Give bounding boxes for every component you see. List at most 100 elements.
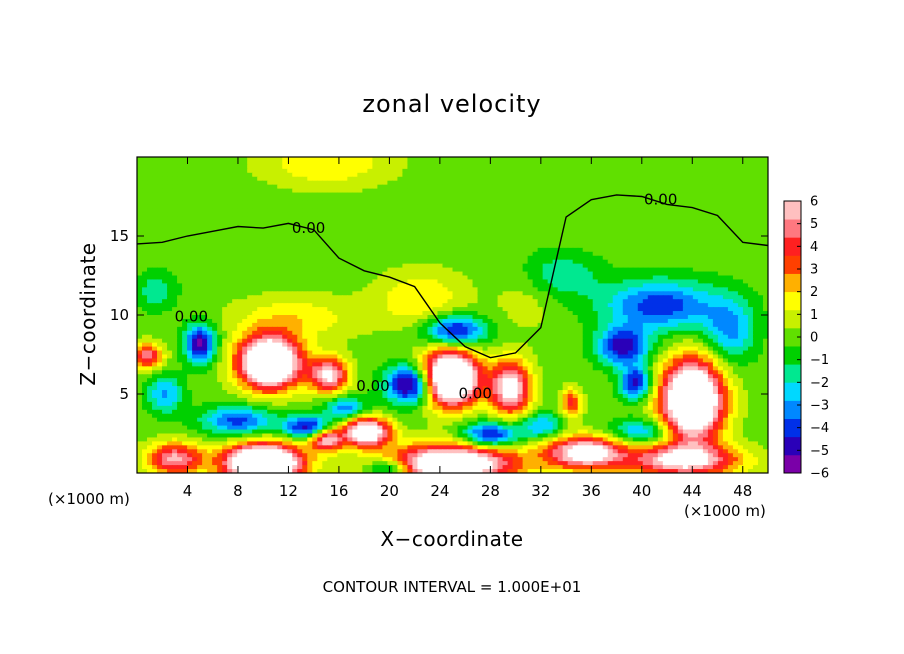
field-cell [397, 196, 404, 202]
field-cell [697, 188, 704, 194]
field-cell [327, 220, 333, 225]
field-cell [292, 232, 298, 237]
field-cell [612, 251, 619, 257]
field-cell [622, 168, 629, 174]
field-cell [167, 287, 173, 292]
field-cell [447, 204, 454, 209]
field-cell [157, 279, 163, 284]
field-cell [482, 172, 489, 178]
field-cell [577, 243, 584, 249]
field-cell [332, 259, 338, 265]
field-cell [212, 271, 218, 277]
field-cell [617, 212, 624, 217]
field-cell [402, 196, 409, 202]
field-cell [357, 232, 363, 237]
field-cell [627, 216, 634, 221]
field-cell [142, 192, 148, 198]
field-cell [607, 208, 614, 213]
field-cell [187, 251, 193, 257]
field-cell [592, 263, 599, 269]
field-cell [572, 157, 579, 162]
field-cell [437, 275, 444, 281]
field-cell [372, 180, 378, 186]
field-cell [427, 172, 434, 178]
field-cell [327, 232, 333, 237]
field-cell [717, 204, 724, 209]
field-cell [142, 271, 148, 277]
field-cell [217, 239, 223, 245]
field-cell [412, 275, 419, 281]
field-cell [242, 176, 248, 182]
field-cell [402, 172, 409, 178]
field-cell [252, 164, 258, 170]
field-cell [207, 291, 213, 296]
field-cell [642, 239, 649, 245]
field-cell [557, 184, 564, 190]
field-cell [482, 228, 489, 233]
field-cell [742, 192, 749, 198]
field-cell [352, 164, 358, 170]
field-cell [697, 192, 704, 198]
field-cell [527, 180, 534, 186]
field-cell [437, 184, 444, 190]
field-cell [312, 168, 318, 174]
field-cell [627, 157, 634, 162]
field-cell [657, 236, 664, 241]
field-cell [342, 263, 348, 269]
field-cell [332, 239, 338, 245]
field-cell [667, 259, 674, 265]
field-cell [342, 216, 348, 221]
field-cell [347, 275, 353, 281]
field-cell [437, 212, 444, 217]
field-cell [282, 243, 288, 249]
field-cell [222, 311, 228, 316]
field-cell [187, 311, 193, 316]
field-cell [372, 216, 378, 221]
field-cell [377, 311, 383, 316]
field-cell [592, 157, 599, 162]
field-cell [412, 311, 419, 316]
field-cell [617, 295, 624, 300]
field-cell [597, 263, 604, 269]
field-cell [662, 236, 669, 241]
field-cell [152, 271, 158, 277]
field-cell [432, 307, 439, 312]
field-cell [637, 168, 644, 174]
field-cell [667, 228, 674, 233]
field-cell [402, 180, 409, 186]
field-cell [157, 196, 163, 202]
field-cell [362, 224, 368, 229]
field-cell [702, 299, 709, 304]
field-cell [232, 239, 238, 245]
field-cell [687, 157, 694, 162]
field-cell [472, 208, 479, 213]
field-cell [297, 263, 303, 269]
field-cell [507, 267, 514, 273]
field-cell [497, 196, 504, 202]
field-cell [307, 263, 313, 269]
field-cell [147, 176, 153, 182]
field-cell [637, 303, 644, 308]
field-cell [232, 192, 238, 198]
field-cell [437, 232, 444, 237]
field-cell [182, 259, 188, 265]
field-cell [712, 164, 719, 170]
field-cell [692, 263, 699, 269]
field-cell [747, 232, 754, 237]
field-cell [672, 168, 679, 174]
field-cell [467, 180, 474, 186]
field-cell [202, 216, 208, 221]
field-cell [297, 216, 303, 221]
field-cell [197, 299, 203, 304]
field-cell [717, 208, 724, 213]
field-cell [502, 192, 509, 198]
field-cell [192, 255, 198, 261]
field-cell [592, 224, 599, 229]
field-cell [607, 160, 614, 166]
field-cell [607, 180, 614, 186]
field-cell [637, 212, 644, 217]
field-cell [397, 192, 404, 198]
field-cell [342, 271, 348, 277]
field-cell [287, 287, 293, 292]
field-cell [492, 204, 499, 209]
